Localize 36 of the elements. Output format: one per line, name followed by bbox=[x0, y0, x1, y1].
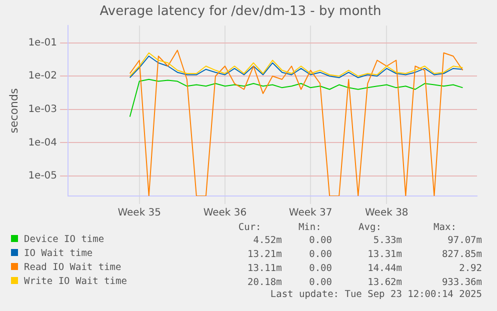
y-tick-label: 1e-04 bbox=[28, 137, 58, 148]
legend-label: Write IO Wait time bbox=[23, 275, 128, 289]
y-tick-label: 1e-01 bbox=[28, 37, 58, 48]
y-tick-label: 1e-02 bbox=[28, 70, 58, 82]
text: Cur: bbox=[237, 222, 262, 233]
text: 13.62m bbox=[366, 276, 403, 289]
y-tick-label: 1e-05 bbox=[28, 170, 58, 182]
text: 4.52m bbox=[252, 234, 283, 247]
x-tick-label: Week 37 bbox=[288, 208, 332, 219]
text: Min: bbox=[297, 222, 322, 233]
text: 2.92 bbox=[458, 262, 483, 275]
x-tick-label: Week 35 bbox=[118, 208, 162, 219]
text: 0.00 bbox=[308, 276, 333, 289]
text: 827.85m bbox=[440, 248, 483, 261]
legend-label: Read IO Wait time bbox=[23, 261, 122, 275]
text: 933.36m bbox=[440, 276, 483, 289]
x-tick-label: Week 38 bbox=[364, 208, 408, 219]
chart-title: Average latency for /dev/dm-13 - by month bbox=[100, 4, 382, 20]
x-tick-label: Week 36 bbox=[203, 208, 247, 219]
text: 0.00 bbox=[308, 262, 333, 275]
text: Last update: Tue Sep 23 12:00:14 2025 bbox=[269, 289, 483, 300]
text: 13.21m bbox=[246, 248, 283, 261]
text: 14.44m bbox=[366, 262, 403, 275]
text: 20.18m bbox=[246, 276, 283, 289]
text: 0.00 bbox=[308, 248, 333, 261]
y-tick-label: 1e-03 bbox=[28, 104, 58, 116]
text: Max: bbox=[432, 222, 458, 233]
legend-label: IO Wait time bbox=[23, 247, 94, 261]
legend-label: Device IO time bbox=[23, 233, 106, 247]
text: 97.07m bbox=[446, 234, 483, 247]
text: Avg: bbox=[358, 222, 382, 233]
text: 5.33m bbox=[372, 234, 403, 247]
y-axis-title: seconds bbox=[7, 88, 20, 134]
text: 13.31m bbox=[366, 248, 403, 261]
text: 0.00 bbox=[308, 234, 333, 247]
text: 13.11m bbox=[246, 262, 283, 275]
